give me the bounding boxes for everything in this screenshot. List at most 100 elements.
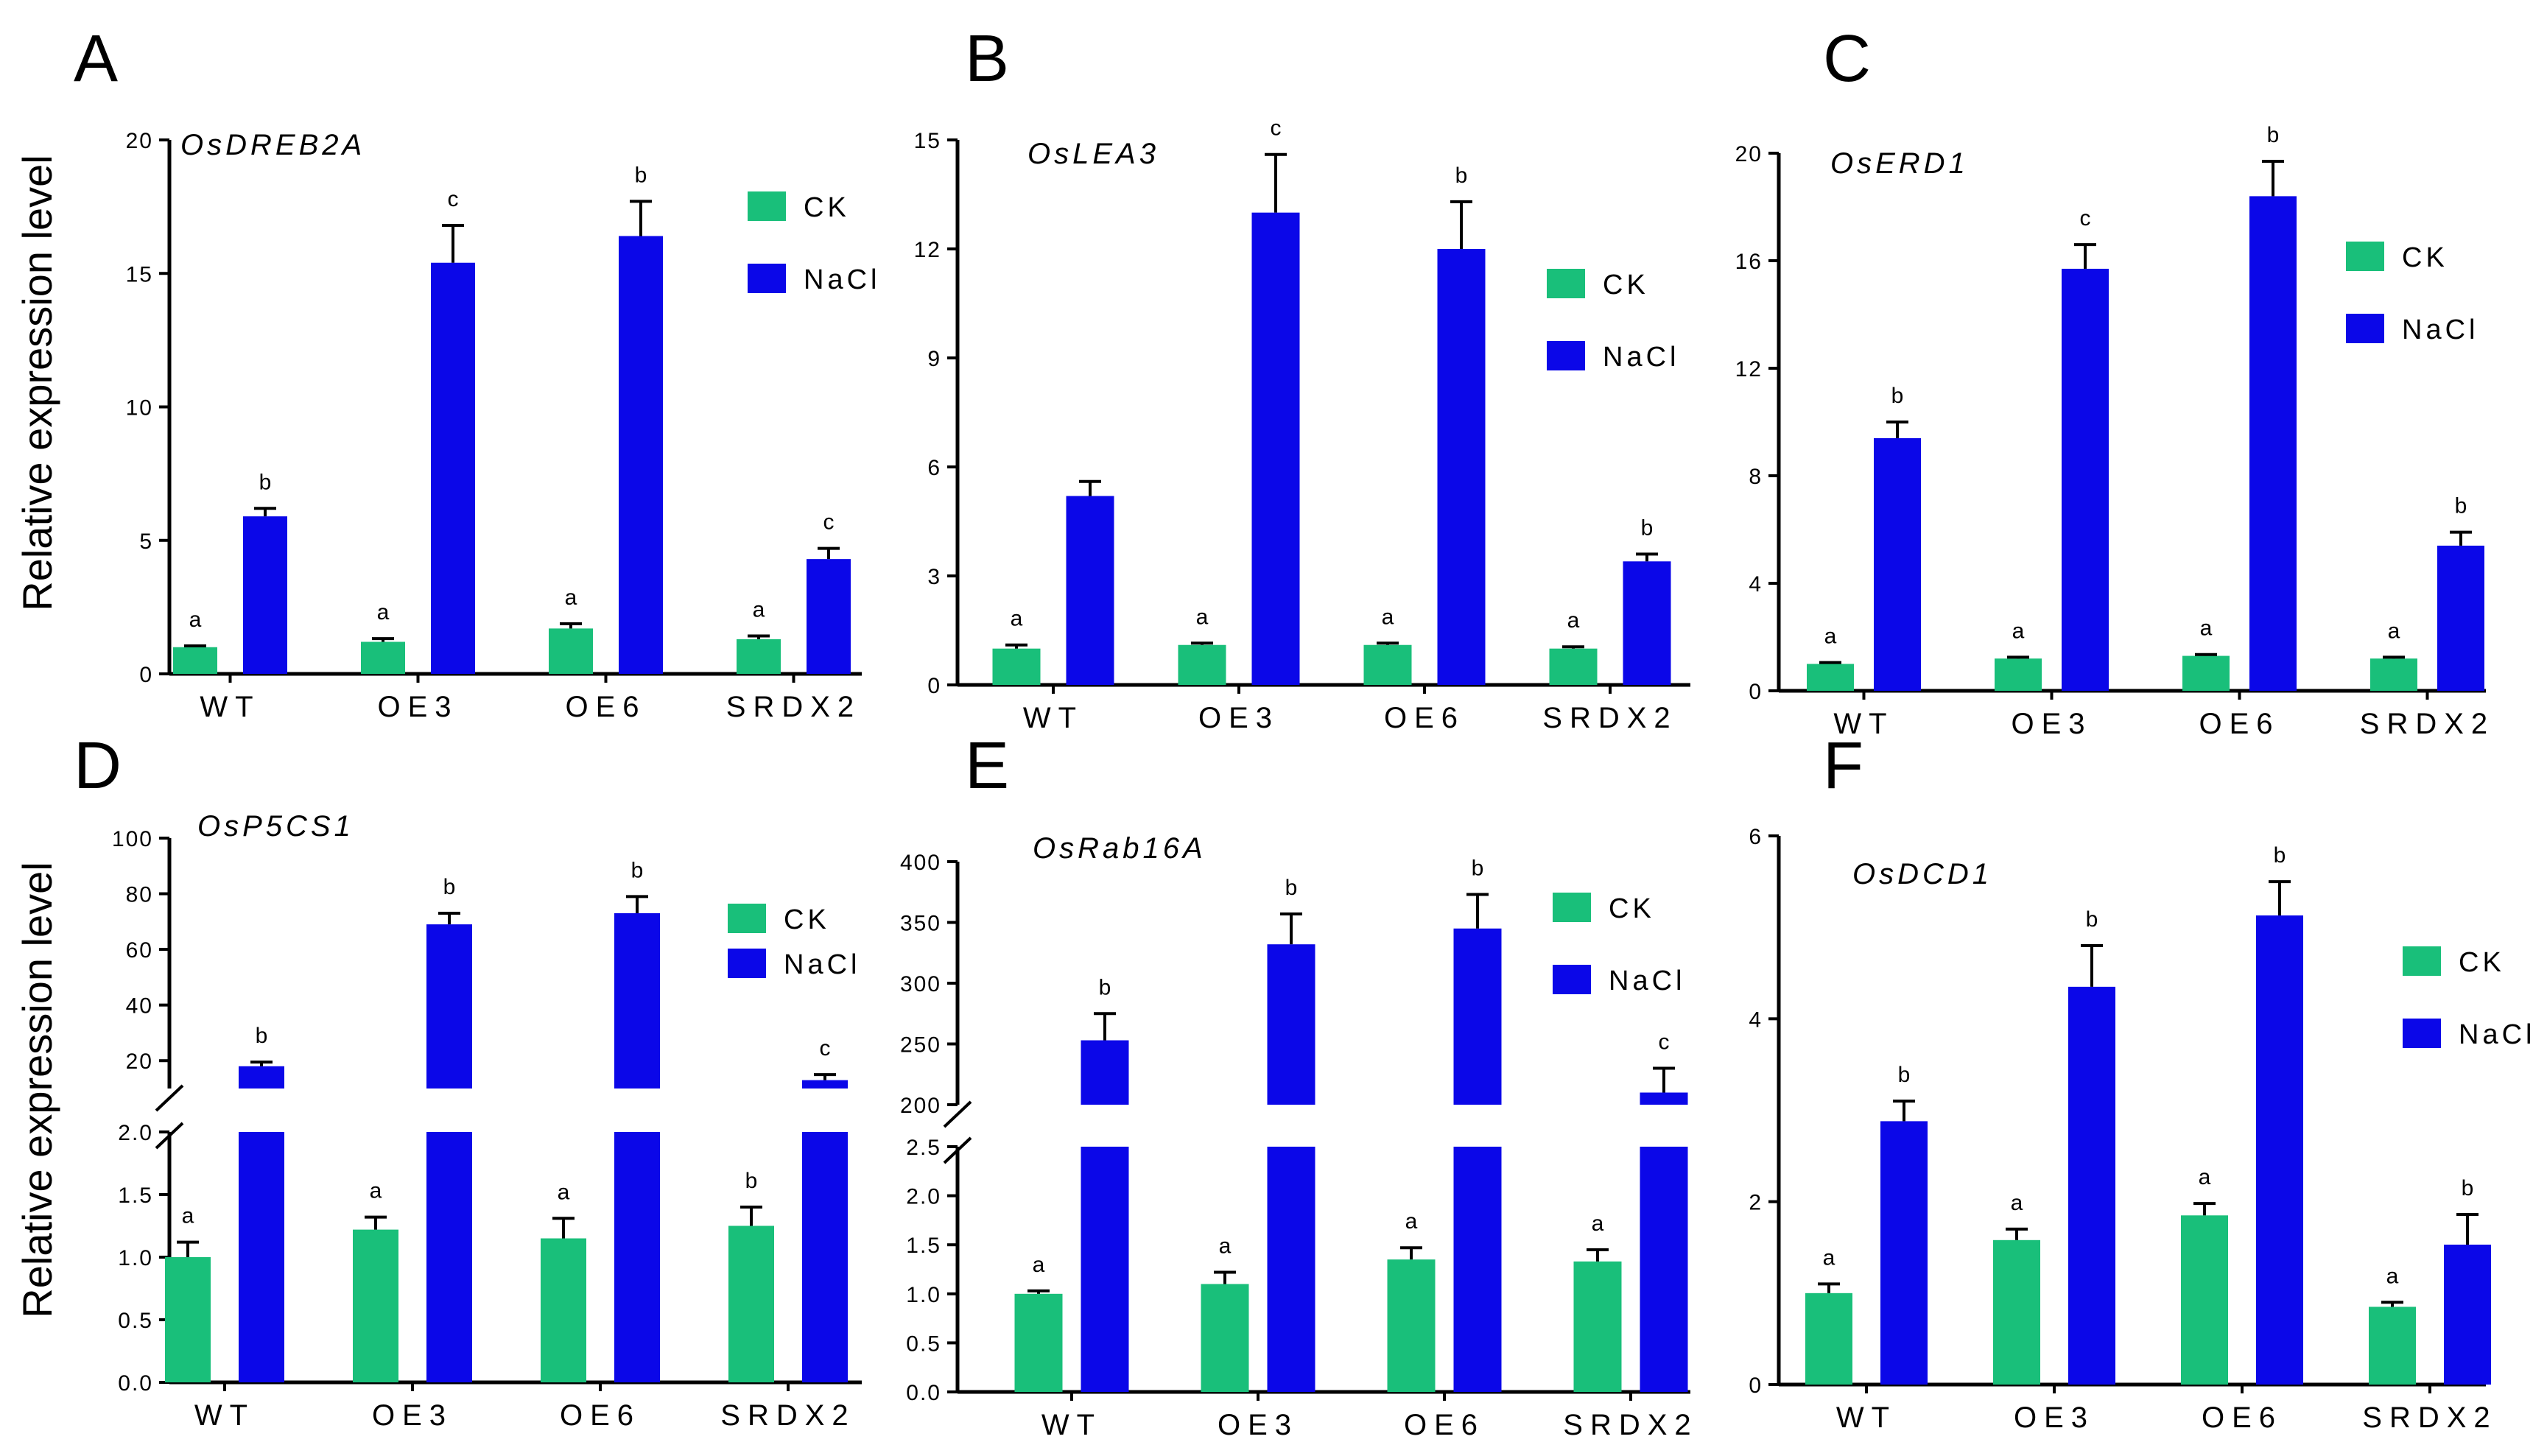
panel-e-axis-break-mark bbox=[943, 1100, 972, 1128]
panel-e-x-tick-label: WT bbox=[1041, 1409, 1102, 1441]
panel-b-significance-label: a bbox=[1011, 607, 1023, 631]
panel-f-significance-label: a bbox=[2011, 1191, 2023, 1215]
panel-d-label: D bbox=[74, 729, 122, 803]
panel-b-y-tick-label: 0 bbox=[927, 674, 941, 698]
panel-a-legend-swatch-ck bbox=[748, 191, 786, 221]
panel-c-bar-ck-oe3 bbox=[1995, 658, 2042, 691]
panel-e-x-tick-label: OE6 bbox=[1404, 1409, 1485, 1441]
panel-e-y-tick-label-upper: 400 bbox=[900, 851, 941, 875]
panel-c-bar-ck-oe6 bbox=[2182, 655, 2230, 691]
panel-d-bar-ck-oe3 bbox=[353, 1229, 398, 1382]
panel-d-bar-ck-srdx2 bbox=[728, 1225, 774, 1382]
panel-c-significance-label: b bbox=[2267, 123, 2280, 147]
panel-e-significance-label: a bbox=[1219, 1234, 1232, 1258]
panel-d-axis-break-mark bbox=[155, 1122, 184, 1150]
y-axis-label-top-row: Relative expression level bbox=[14, 155, 60, 611]
panel-d-x-tick-label: SRDX2 bbox=[720, 1399, 855, 1432]
panel-f-bar-ck-srdx2 bbox=[2369, 1306, 2416, 1385]
panel-f-legend-label-ck: CK bbox=[2459, 947, 2505, 978]
panel-a-significance-label: c bbox=[448, 187, 459, 211]
panel-a-y-tick-label: 5 bbox=[139, 530, 153, 554]
panel-b-significance-label: b bbox=[1641, 516, 1654, 540]
panel-e-x-tick-label: OE3 bbox=[1218, 1409, 1299, 1441]
y-axis-label-bottom-row: Relative expression level bbox=[14, 862, 60, 1318]
panel-c-y-tick-label: 8 bbox=[1749, 465, 1763, 489]
panel-f-bar-nacl-oe6 bbox=[2256, 915, 2303, 1385]
panel-c-y-tick-label: 4 bbox=[1749, 572, 1763, 597]
panel-d-bar-nacl-srdx2 bbox=[802, 1080, 848, 1089]
panel-c-legend-swatch-ck bbox=[2346, 242, 2384, 271]
panel-b-legend-label-ck: CK bbox=[1603, 270, 1649, 300]
panel-f-y-tick-label: 2 bbox=[1749, 1191, 1763, 1215]
panel-e-y-tick-label-lower: 0.0 bbox=[906, 1381, 941, 1405]
panel-f-significance-label: a bbox=[2386, 1264, 2399, 1288]
panel-d-bar-nacl-oe3-lower bbox=[426, 1132, 472, 1382]
panel-d-y-tick-label-lower: 2.0 bbox=[118, 1121, 153, 1145]
panel-a-bar-ck-srdx2 bbox=[737, 639, 781, 674]
panel-a-bar-ck-wt bbox=[173, 647, 217, 674]
panel-c: C OsERD1 0 4 8 12 16 20 a b WT a c OE3 a b OE6 a b SRDX2 CK N… bbox=[1735, 22, 2488, 740]
panel-c-bar-ck-srdx2 bbox=[2370, 658, 2417, 691]
panel-c-significance-label: a bbox=[1824, 625, 1837, 649]
panel-d-x-tick-label: OE6 bbox=[560, 1399, 641, 1432]
panel-d-gene-title: OsP5CS1 bbox=[197, 810, 354, 843]
panel-e-legend-swatch-nacl bbox=[1553, 965, 1591, 994]
panel-d-significance-label: b bbox=[256, 1024, 268, 1048]
panel-e-y-tick-label-lower: 1.0 bbox=[906, 1283, 941, 1307]
panel-c-bar-nacl-srdx2 bbox=[2437, 545, 2484, 691]
panel-a-legend-swatch-nacl bbox=[748, 264, 786, 293]
panel-d-significance-label: b bbox=[631, 858, 644, 882]
chart-panels: AOsDREB2A05101520abWTacOE3abOE6acSRDX2CK… bbox=[74, 22, 2532, 1441]
panel-b-legend-swatch-nacl bbox=[1547, 341, 1585, 370]
panel-a-x-tick-label: OE3 bbox=[377, 691, 458, 723]
panel-a-significance-label: a bbox=[189, 608, 202, 632]
panel-e-legend-label-ck: CK bbox=[1609, 893, 1655, 924]
panel-b-bar-ck-oe6 bbox=[1363, 644, 1412, 685]
panel-a-significance-label: a bbox=[753, 598, 765, 622]
panel-c-bar-ck-wt bbox=[1807, 664, 1854, 691]
panel-d-significance-label: a bbox=[182, 1204, 194, 1228]
panel-e-legend-label-nacl: NaCl bbox=[1609, 966, 1685, 996]
panel-c-significance-label: b bbox=[2455, 494, 2467, 518]
panel-c-significance-label: a bbox=[2012, 619, 2025, 643]
panel-b-bar-nacl-oe6 bbox=[1437, 249, 1486, 685]
panel-d-bar-nacl-oe6 bbox=[614, 913, 660, 1089]
panel-b-legend: CK NaCl bbox=[1547, 269, 1676, 373]
panel-f-x-tick-label: WT bbox=[1836, 1402, 1897, 1434]
panel-a-legend-label-nacl: NaCl bbox=[804, 264, 880, 295]
panel-d-x-tick-label: OE3 bbox=[372, 1399, 453, 1432]
panel-d-y-tick-label-lower: 0.0 bbox=[118, 1371, 153, 1396]
panel-f-label: F bbox=[1823, 729, 1863, 803]
panel-e-bar-nacl-srdx2 bbox=[1640, 1092, 1688, 1105]
panel-b-x-tick-label: SRDX2 bbox=[1542, 702, 1677, 734]
panel-f-legend-swatch-nacl bbox=[2403, 1019, 2441, 1048]
panel-e-bar-nacl-wt bbox=[1081, 1040, 1129, 1105]
panel-a-legend: CK NaCl bbox=[748, 191, 880, 295]
panel-a-legend-label-ck: CK bbox=[804, 192, 850, 223]
panel-c-legend-label-nacl: NaCl bbox=[2402, 314, 2479, 345]
panel-e-y-tick-label-lower: 0.5 bbox=[906, 1332, 941, 1356]
panel-a-label: A bbox=[74, 22, 118, 96]
panel-f-x-tick-label: OE6 bbox=[2202, 1402, 2283, 1434]
panel-c-gene-title: OsERD1 bbox=[1830, 147, 1969, 180]
panel-d-y-tick-label-upper: 80 bbox=[126, 883, 153, 907]
panel-d-legend-label-ck: CK bbox=[784, 904, 830, 935]
panel-d-y-tick-label-upper: 40 bbox=[126, 994, 153, 1019]
panel-e-bar-ck-oe6 bbox=[1387, 1259, 1436, 1392]
panel-a-y-tick-label: 15 bbox=[126, 262, 153, 286]
panel-a-y-tick-label: 20 bbox=[126, 129, 153, 153]
panel-d-y-tick-label-lower: 1.0 bbox=[118, 1246, 153, 1270]
panel-d-y-tick-label-lower: 1.5 bbox=[118, 1184, 153, 1208]
panel-e-bar-nacl-oe6-lower bbox=[1453, 1147, 1502, 1392]
panel-d-bar-nacl-wt bbox=[239, 1066, 284, 1089]
panel-c-legend-swatch-nacl bbox=[2346, 314, 2384, 343]
panel-e: E OsRab16A 0.0 0.5 1.0 1.5 2.0 2.5 200 250 300 350 4… bbox=[900, 729, 1691, 1441]
panel-f-bar-ck-wt bbox=[1805, 1293, 1852, 1385]
panel-c-x-tick-label: OE3 bbox=[2011, 708, 2092, 740]
panel-e-significance-label: b bbox=[1472, 857, 1484, 881]
panel-f-legend-swatch-ck bbox=[2403, 946, 2441, 976]
panel-e-label: E bbox=[965, 729, 1009, 803]
panel-a-y-tick-label: 0 bbox=[139, 663, 153, 687]
panel-e-bar-nacl-oe3 bbox=[1267, 944, 1315, 1105]
